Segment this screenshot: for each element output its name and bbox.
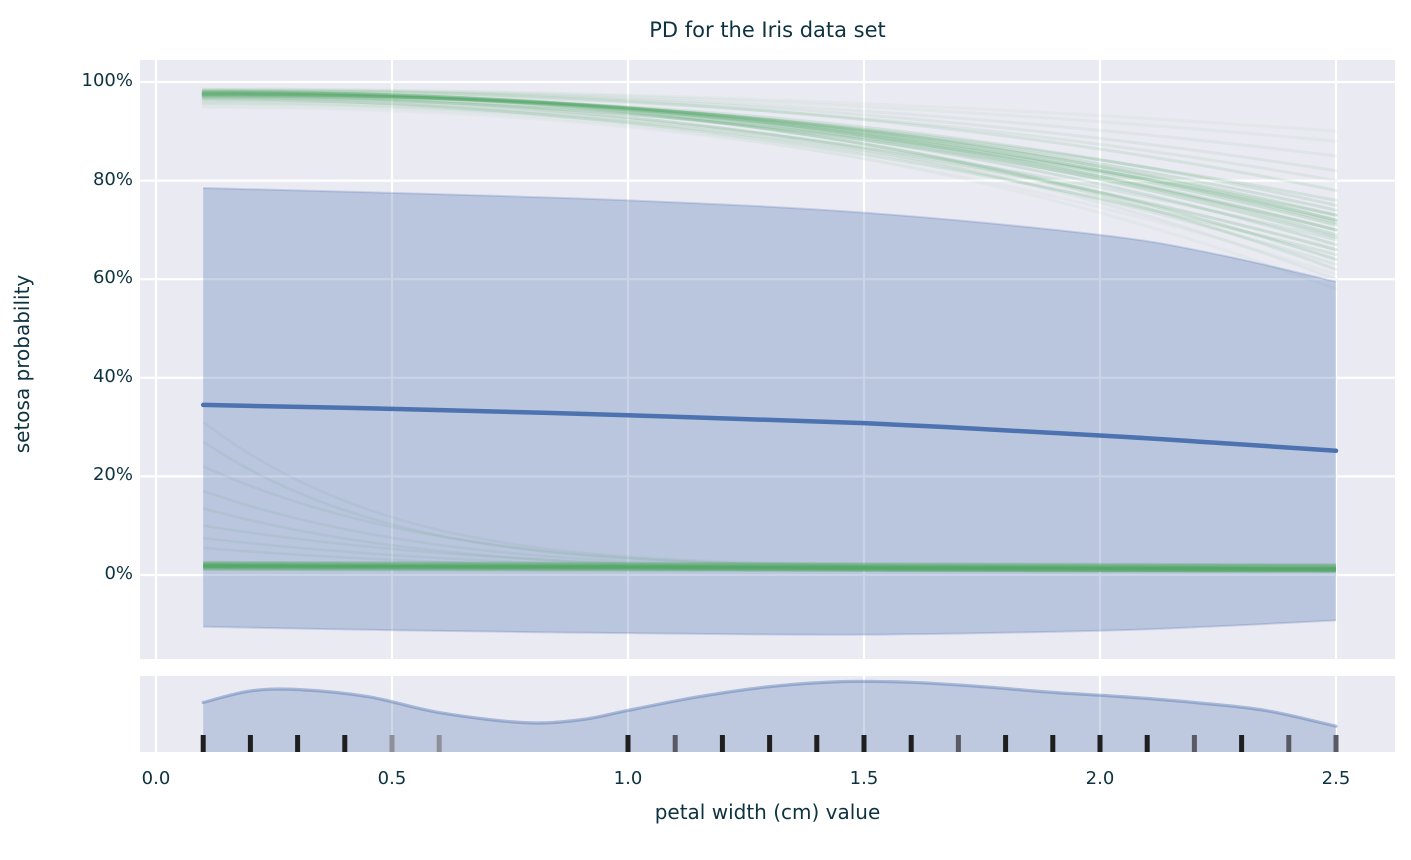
y-axis-label: setosa probability — [10, 274, 34, 454]
y-tick-label: 20% — [92, 464, 133, 486]
pd-ice-plot-area — [140, 60, 1395, 659]
x-tick-label: 2.5 — [1321, 768, 1351, 789]
y-tick-label: 100% — [81, 70, 133, 91]
x-tick-label: 0.5 — [377, 768, 407, 789]
x-tick-label: 1.5 — [849, 768, 879, 789]
y-tick-label: 80% — [92, 168, 133, 190]
x-axis-label: petal width (cm) value — [654, 800, 881, 824]
y-tick-label: 60% — [92, 267, 133, 289]
y-tick-label: 0% — [104, 563, 133, 584]
x-tick-label: 0.0 — [141, 768, 171, 789]
y-tick-label: 40% — [92, 365, 133, 387]
chart-title: PD for the Iris data set — [649, 18, 886, 42]
x-tick-label: 2.0 — [1085, 768, 1115, 789]
x-tick-label: 1.0 — [613, 768, 643, 789]
feature-distribution-plot-area — [140, 676, 1395, 752]
